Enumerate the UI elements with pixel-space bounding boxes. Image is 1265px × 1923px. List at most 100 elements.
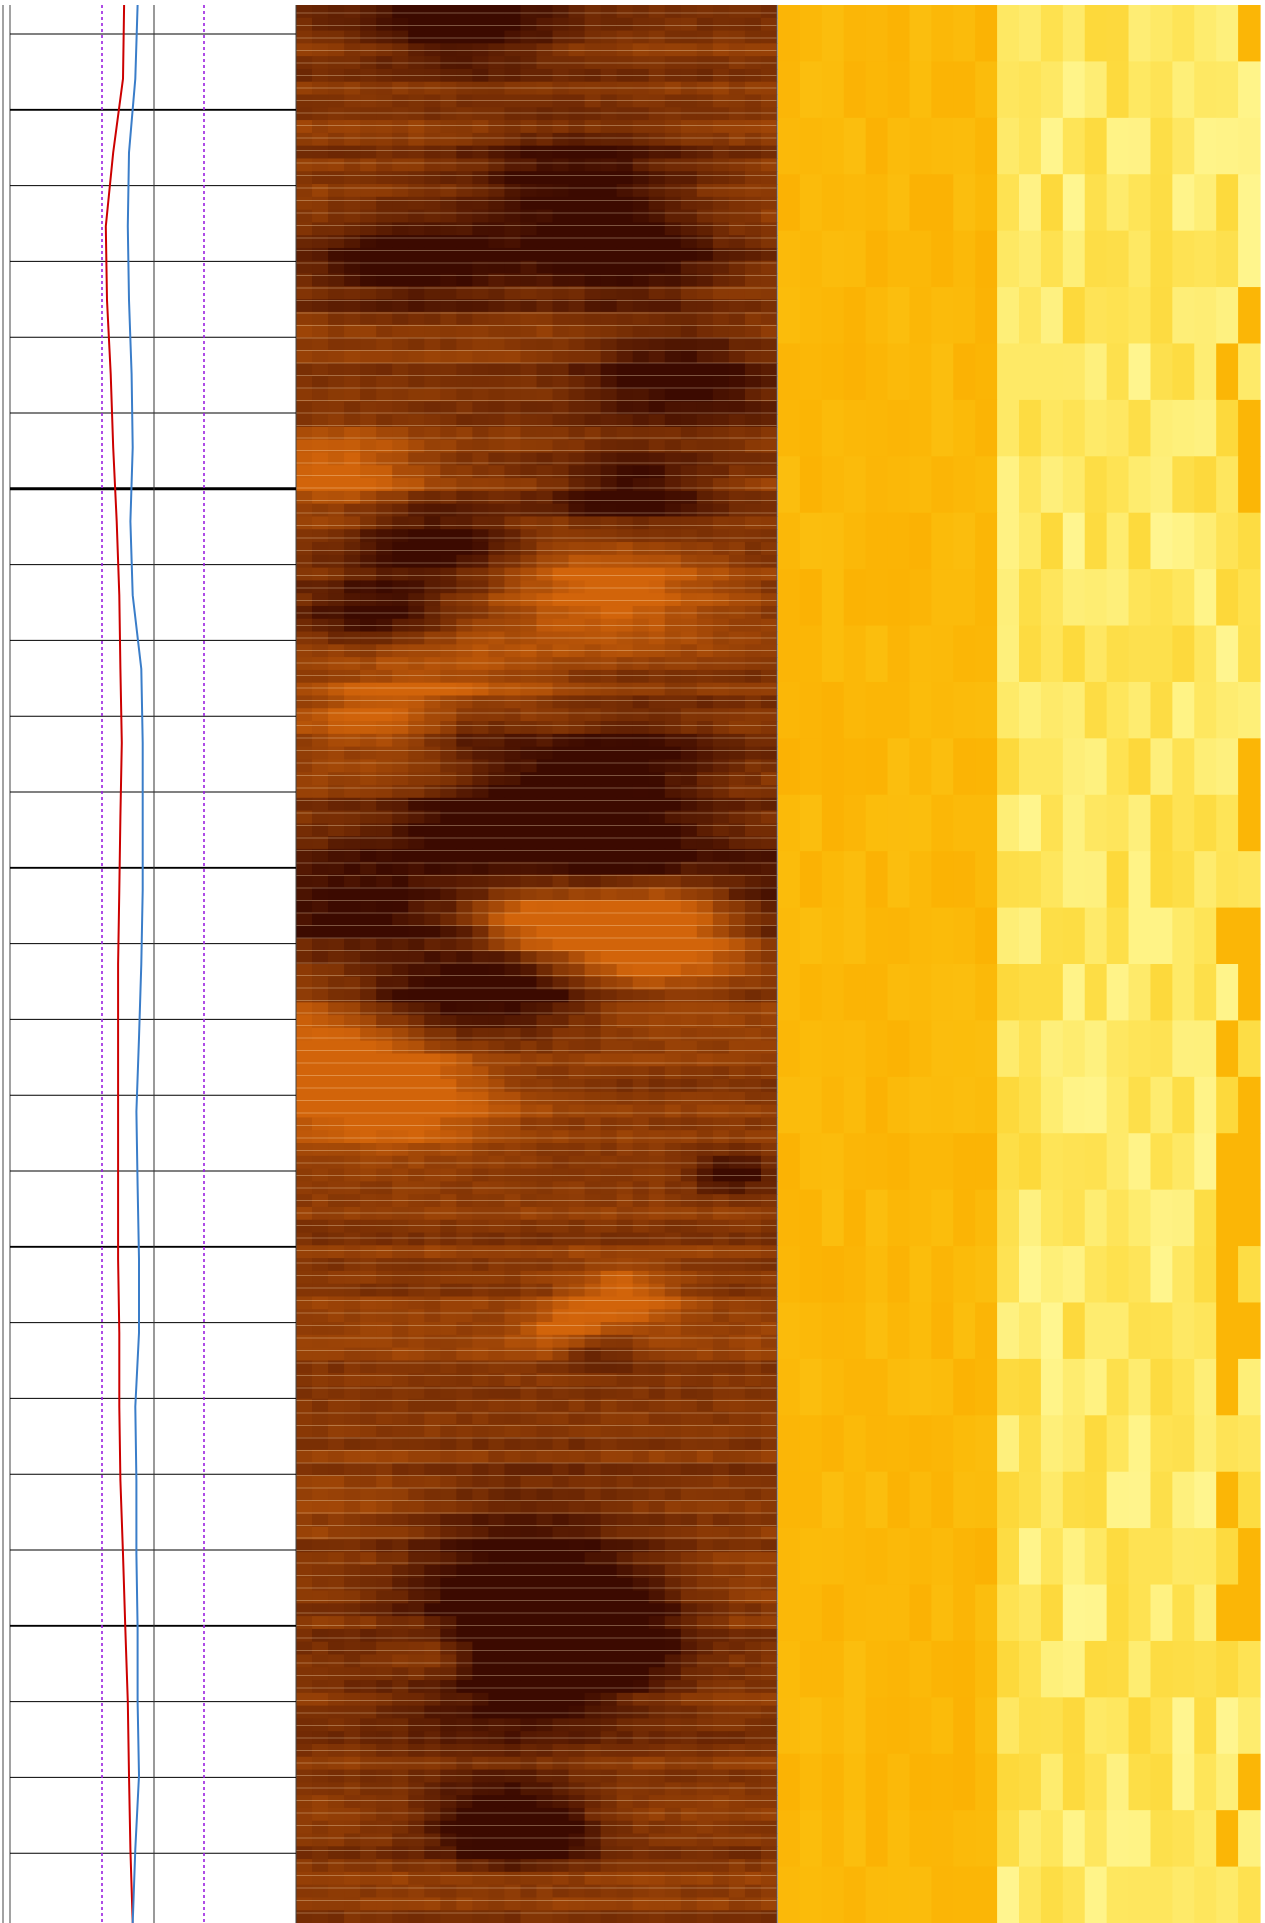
image-cell	[328, 478, 345, 492]
image-cell	[584, 874, 602, 888]
image-cell	[1238, 512, 1261, 570]
image-cell	[408, 772, 425, 786]
image-cell	[680, 989, 698, 1003]
image-cell	[728, 823, 746, 837]
image-cell	[456, 260, 473, 275]
image-cell	[536, 823, 554, 837]
image-cell	[552, 1168, 570, 1182]
image-cell	[568, 209, 586, 223]
image-cell	[312, 171, 329, 185]
image-cell	[392, 1155, 409, 1170]
image-cell	[376, 1245, 393, 1259]
image-cell	[456, 848, 473, 863]
image-cell	[568, 1424, 586, 1438]
image-cell	[440, 1871, 457, 1886]
image-cell	[632, 1398, 650, 1413]
image-cell	[376, 299, 393, 313]
image-cell	[376, 1910, 393, 1923]
image-cell	[536, 132, 554, 147]
image-cell	[744, 273, 762, 287]
image-cell	[648, 1245, 666, 1259]
image-cell	[600, 1833, 618, 1847]
image-cell	[584, 772, 602, 786]
image-cell	[648, 1680, 666, 1694]
image-cell	[664, 1015, 682, 1029]
image-cell	[648, 1462, 666, 1477]
image-cell	[584, 171, 602, 185]
image-cell	[728, 1053, 746, 1067]
image-cell	[344, 247, 361, 262]
image-cell	[440, 1053, 457, 1067]
image-cell	[456, 1309, 473, 1323]
image-cell	[680, 708, 698, 722]
image-cell	[424, 107, 441, 121]
image-cell	[552, 1360, 570, 1374]
image-cell	[632, 1194, 650, 1208]
image-cell	[472, 861, 489, 876]
image-cell	[744, 1795, 762, 1809]
image-cell	[552, 1884, 570, 1899]
image-cell	[680, 171, 698, 185]
image-cell	[909, 230, 932, 288]
image-cell	[1172, 456, 1195, 514]
image-cell	[728, 145, 746, 160]
image-cell	[344, 1270, 361, 1285]
image-cell	[424, 1347, 441, 1361]
image-cell	[296, 1564, 313, 1579]
image-cell	[296, 171, 313, 185]
image-cell	[408, 605, 425, 620]
image-cell	[648, 439, 666, 454]
image-cell	[376, 1270, 393, 1285]
image-cell	[440, 1091, 457, 1106]
image-cell	[536, 1270, 554, 1285]
image-cell	[328, 1526, 345, 1540]
image-cell	[536, 1475, 554, 1489]
image-cell	[568, 401, 586, 415]
image-cell	[536, 542, 554, 556]
image-cell	[408, 56, 425, 70]
image-cell	[664, 1641, 682, 1656]
image-cell	[328, 286, 345, 300]
image-cell	[472, 1437, 489, 1451]
image-cell	[392, 1360, 409, 1374]
image-cell	[680, 1654, 698, 1668]
image-cell	[696, 708, 714, 722]
image-cell	[504, 1705, 522, 1720]
image-cell	[664, 1833, 682, 1847]
image-cell	[296, 554, 313, 569]
image-cell	[728, 580, 746, 594]
image-cell	[616, 1360, 634, 1374]
image-cell	[648, 1053, 666, 1067]
image-cell	[488, 1718, 506, 1732]
image-cell	[616, 887, 634, 901]
image-cell	[616, 503, 634, 518]
image-cell	[728, 746, 746, 761]
image-cell	[616, 644, 634, 658]
image-cell	[696, 631, 714, 645]
image-cell	[760, 235, 778, 249]
image-cell	[696, 1795, 714, 1809]
image-cell	[584, 1513, 602, 1528]
image-cell	[424, 874, 441, 888]
image-cell	[664, 1475, 682, 1489]
image-cell	[1128, 681, 1152, 739]
image-cell	[931, 794, 954, 852]
image-cell	[568, 657, 586, 671]
image-cell	[376, 784, 393, 799]
image-cell	[568, 1283, 586, 1298]
image-cell	[312, 107, 329, 121]
image-cell	[680, 1820, 698, 1835]
image-cell	[424, 363, 441, 377]
image-cell	[424, 1219, 441, 1234]
image-cell	[568, 184, 586, 198]
image-cell	[504, 439, 522, 454]
image-cell	[680, 260, 698, 275]
image-cell	[472, 5, 489, 19]
image-cell	[712, 631, 730, 645]
image-cell	[344, 542, 361, 556]
image-cell	[536, 1680, 554, 1694]
image-cell	[696, 1807, 714, 1822]
image-cell	[680, 1833, 698, 1847]
image-cell	[376, 976, 393, 991]
image-cell	[440, 797, 457, 812]
